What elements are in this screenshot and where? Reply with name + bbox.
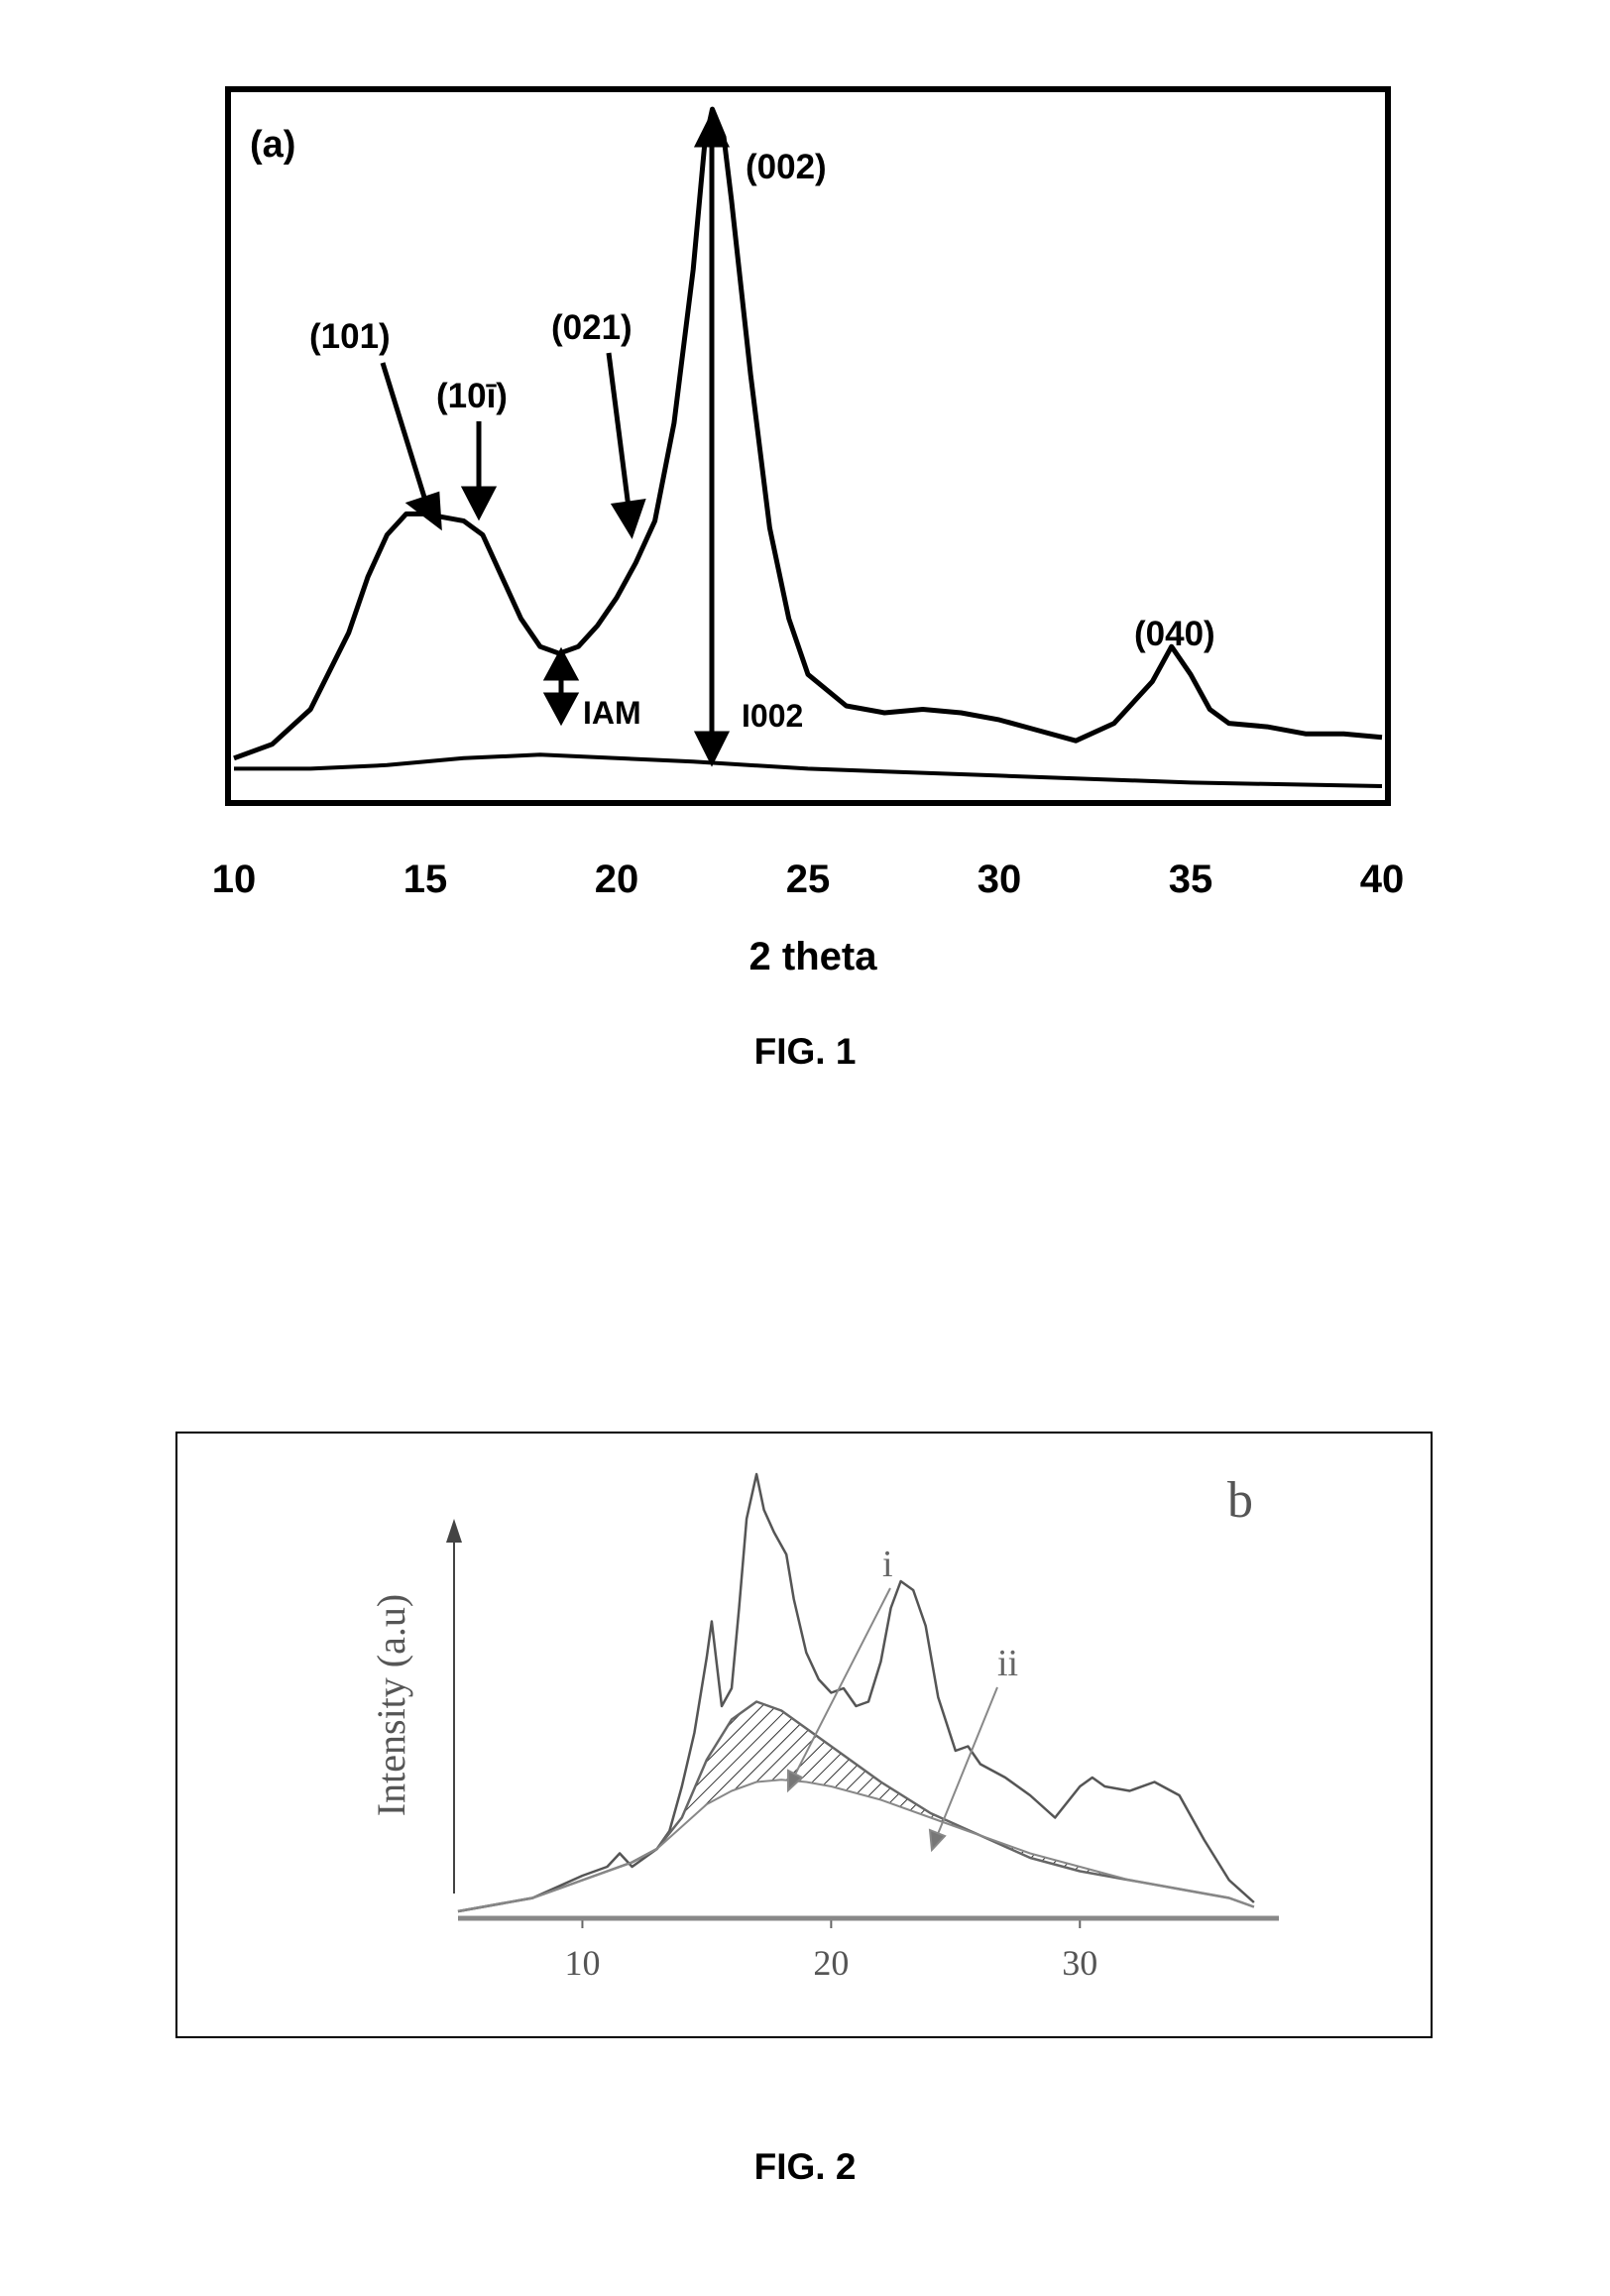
annotation-i: i: [882, 1544, 893, 1585]
annotation-10-1bar: (10ī): [436, 377, 508, 415]
arrowhead-101: [410, 495, 439, 525]
arrowhead-iam-down: [547, 695, 575, 721]
arrow-i: [795, 1588, 890, 1775]
annotation-040: (040): [1134, 615, 1215, 653]
x-tick-label-b: 20: [813, 1943, 849, 1983]
annotation-002: (002): [746, 148, 827, 186]
figure-1-chart: 10 15 20 25 30 35 40 (a) 2 theta (101) (10ī) (…: [0, 0, 1610, 1110]
annotation-iam: IAM: [583, 695, 641, 731]
x-axis-label-a: 2 theta: [749, 935, 878, 978]
series-line-b-1: [458, 1474, 1254, 1911]
x-tick-label-b: 10: [564, 1943, 600, 1983]
plot-frame-b: [176, 1433, 1432, 2037]
arrowhead-i: [788, 1771, 802, 1790]
panel-label-b: b: [1227, 1472, 1253, 1529]
x-tick-label-a: 35: [1169, 858, 1213, 901]
series-line-a-2: [234, 754, 1382, 786]
x-tick-label-b: 30: [1062, 1943, 1097, 1983]
x-tick-label-a: 30: [978, 858, 1022, 901]
x-tick-label-a: 20: [595, 858, 639, 901]
x-tick-label-a: 15: [403, 858, 448, 901]
series-line-b-2: [458, 1702, 1254, 1912]
arrow-021: [609, 353, 629, 508]
x-tick-label-a: 25: [786, 858, 831, 901]
arrow-ii: [938, 1687, 997, 1834]
arrowhead-i002-down: [698, 734, 726, 761]
plot-frame-a: [228, 89, 1388, 803]
y-axis-label-b: Intensity (a.u): [369, 1594, 413, 1816]
arrowhead-iam-up: [547, 652, 575, 678]
annotation-i002: I002: [742, 698, 803, 734]
arrowhead-ii: [930, 1830, 945, 1850]
hatched-region-b: [458, 1702, 1254, 1912]
arrow-101: [383, 363, 426, 504]
arrowhead-10-1bar: [465, 489, 493, 516]
x-tick-label-a: 10: [212, 858, 257, 901]
figure-1-caption: FIG. 1: [0, 1031, 1610, 1073]
annotation-101: (101): [309, 317, 391, 356]
figure-2-caption: FIG. 2: [0, 2146, 1610, 2188]
series-line-b-3: [458, 1779, 1254, 1911]
panel-label-a: (a): [250, 124, 295, 166]
annotation-ii: ii: [997, 1643, 1018, 1684]
x-tick-label-a: 40: [1360, 858, 1405, 901]
annotation-021: (021): [551, 308, 632, 347]
y-axis-arrowhead-b: [446, 1519, 462, 1543]
arrowhead-021: [615, 502, 642, 533]
